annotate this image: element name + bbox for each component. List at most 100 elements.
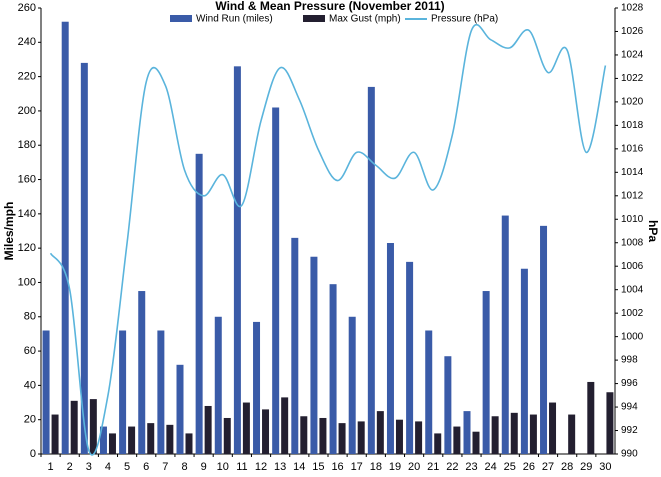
bar [482, 291, 490, 454]
x-tick-label: 4 [105, 461, 111, 473]
x-tick-label: 15 [312, 461, 324, 473]
bar [128, 426, 136, 454]
bar [406, 261, 414, 454]
bar [119, 330, 127, 454]
bar [176, 364, 184, 454]
x-tick-label: 26 [523, 461, 535, 473]
x-tick-label: 16 [331, 461, 343, 473]
y-tick-label: 20 [24, 414, 36, 426]
bar [453, 426, 461, 454]
y2-tick-label: 1012 [621, 190, 644, 201]
x-tick-label: 29 [580, 461, 592, 473]
y2-tick-label: 990 [621, 449, 638, 460]
x-tick-label: 7 [162, 461, 168, 473]
bar [348, 316, 356, 454]
y2-tick-label: 1010 [621, 214, 644, 225]
y2-tick-label: 1004 [621, 284, 644, 295]
y2-tick-label: 992 [621, 425, 638, 436]
bar [147, 423, 155, 454]
x-tick-label: 12 [255, 461, 267, 473]
bar [223, 417, 231, 454]
x-tick-label: 22 [446, 461, 458, 473]
legend-swatch [170, 15, 192, 22]
x-tick-label: 27 [542, 461, 554, 473]
bar [242, 402, 250, 454]
legend-label: Max Gust (mph) [329, 14, 401, 25]
bar [204, 405, 212, 454]
y-tick-label: 0 [30, 448, 36, 460]
bar [89, 399, 97, 454]
y2-tick-label: 1000 [621, 331, 644, 342]
legend-label: Wind Run (miles) [196, 14, 273, 25]
y2-tick-label: 996 [621, 378, 638, 389]
y-tick-label: 60 [24, 345, 36, 357]
y-tick-label: 40 [24, 379, 36, 391]
y-tick-label: 120 [18, 242, 36, 254]
x-tick-label: 2 [67, 461, 73, 473]
y2-tick-label: 1014 [621, 167, 644, 178]
x-tick-label: 24 [485, 461, 497, 473]
bar [501, 215, 509, 454]
bar [415, 421, 423, 454]
bar [262, 409, 270, 454]
x-tick-label: 17 [351, 461, 363, 473]
y-tick-label: 80 [24, 311, 36, 323]
x-tick-label: 6 [143, 461, 149, 473]
y2-tick-label: 1016 [621, 143, 644, 154]
y2-tick-label: 994 [621, 402, 638, 413]
y2-tick-label: 998 [621, 355, 638, 366]
y2-tick-label: 1022 [621, 73, 644, 84]
x-tick-label: 14 [293, 461, 305, 473]
bar [253, 321, 261, 454]
x-tick-label: 21 [427, 461, 439, 473]
bar [281, 397, 289, 454]
bar [510, 412, 518, 454]
y2-axis-title: hPa [646, 220, 660, 242]
bar [329, 284, 337, 454]
y-tick-label: 140 [18, 208, 36, 220]
y2-tick-label: 1026 [621, 26, 644, 37]
bar [70, 400, 78, 454]
y2-tick-label: 1008 [621, 237, 644, 248]
bar [42, 330, 50, 454]
x-tick-label: 3 [86, 461, 92, 473]
bar [606, 392, 614, 454]
x-tick-label: 11 [236, 461, 247, 473]
x-tick-label: 13 [274, 461, 286, 473]
x-tick-label: 28 [561, 461, 573, 473]
bar [300, 416, 308, 454]
bar [166, 424, 174, 454]
x-tick-label: 20 [408, 461, 420, 473]
bar [386, 243, 394, 454]
bar [99, 426, 107, 454]
y2-tick-label: 1024 [621, 50, 644, 61]
y-tick-label: 220 [18, 71, 36, 83]
bar [367, 86, 375, 455]
y2-tick-label: 1020 [621, 97, 644, 108]
bar [376, 411, 384, 454]
x-tick-label: 5 [124, 461, 130, 473]
bar [425, 330, 433, 454]
x-tick-label: 23 [465, 461, 477, 473]
bar [51, 414, 59, 454]
bar [138, 291, 146, 454]
bar [157, 330, 165, 454]
bar [214, 316, 222, 454]
bar [395, 419, 403, 454]
x-tick-label: 10 [217, 461, 229, 473]
bar [540, 225, 548, 454]
x-tick-label: 9 [201, 461, 207, 473]
bar [272, 107, 280, 454]
bar [338, 423, 346, 454]
x-tick-label: 30 [599, 461, 611, 473]
y2-tick-label: 1002 [621, 308, 644, 319]
y-tick-label: 240 [18, 36, 36, 48]
x-tick-label: 19 [389, 461, 401, 473]
bar [61, 21, 69, 454]
bar [444, 356, 452, 454]
bar [568, 414, 576, 454]
y2-tick-label: 1018 [621, 120, 644, 131]
legend-swatch [303, 15, 325, 22]
bar [434, 433, 442, 454]
